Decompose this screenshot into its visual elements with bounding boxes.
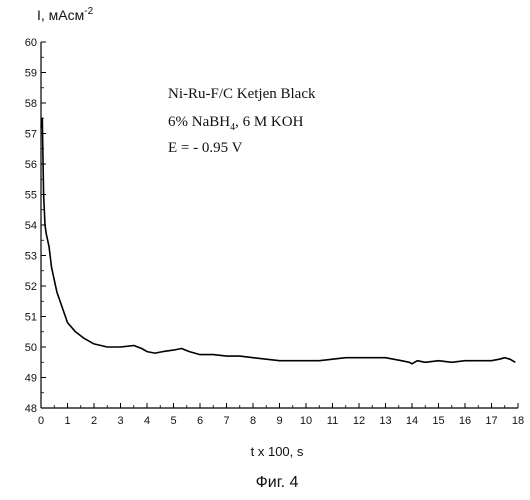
x-tick-label: 3 <box>117 415 123 427</box>
annotation-potential: E = - 0.95 V <box>168 140 243 156</box>
x-tick-label: 12 <box>353 415 365 427</box>
y-tick-label: 60 <box>25 37 37 49</box>
y-tick-label: 48 <box>25 403 37 415</box>
annotation-electrolyte-main: 6% NaBH <box>168 114 230 130</box>
x-tick-label: 16 <box>459 415 471 427</box>
series-line <box>41 118 515 363</box>
x-tick-label: 15 <box>432 415 444 427</box>
y-tick-label: 58 <box>25 98 37 110</box>
y-tick-label: 57 <box>25 129 37 141</box>
x-ticks: 0123456789101112131415161718 <box>38 403 524 427</box>
y-tick-label: 51 <box>25 312 37 324</box>
x-tick-label: 17 <box>485 415 497 427</box>
x-tick-label: 0 <box>38 415 44 427</box>
figure-caption: Фиг. 4 <box>256 474 299 491</box>
x-tick-label: 10 <box>300 415 312 427</box>
x-tick-label: 13 <box>379 415 391 427</box>
x-tick-label: 11 <box>327 415 338 427</box>
y-tick-label: 52 <box>25 281 37 293</box>
y-tick-label: 56 <box>25 159 37 171</box>
y-tick-label: 54 <box>25 220 37 232</box>
y-tick-label: 49 <box>25 373 37 385</box>
x-tick-label: 9 <box>276 415 282 427</box>
y-tick-label: 55 <box>25 190 37 202</box>
x-tick-label: 4 <box>144 415 150 427</box>
x-tick-label: 14 <box>406 415 418 427</box>
y-tick-label: 50 <box>25 342 37 354</box>
x-tick-label: 1 <box>64 415 70 427</box>
y-axis-label-superscript: -2 <box>84 6 93 17</box>
x-tick-label: 6 <box>197 415 203 427</box>
x-tick-label: 2 <box>91 415 97 427</box>
y-tick-label: 59 <box>25 68 37 80</box>
x-tick-label: 7 <box>223 415 229 427</box>
y-tick-label: 53 <box>25 251 37 263</box>
annotation-electrolyte: 6% NaBH4, 6 M KOH <box>168 114 304 133</box>
x-tick-label: 18 <box>512 415 524 427</box>
annotation-electrolyte-tail: , 6 M KOH <box>235 114 304 130</box>
y-ticks: 48 49 50 51 52 53 54 55 56 57 58 59 60 <box>25 37 46 415</box>
x-tick-label: 5 <box>170 415 176 427</box>
x-axis-label: t x 100, s <box>251 444 304 459</box>
y-axis-label: I, мАсм-2 <box>37 6 94 23</box>
y-axis-label-main: I, мАсм <box>37 7 84 23</box>
annotation-catalyst: Ni-Ru-F/C Ketjen Black <box>168 86 316 102</box>
x-tick-label: 8 <box>250 415 256 427</box>
